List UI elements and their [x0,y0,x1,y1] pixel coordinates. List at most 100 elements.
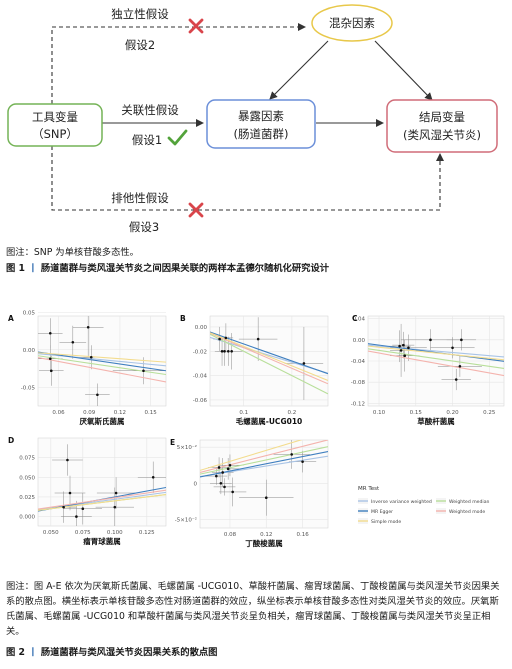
relevance-label: 关联性假设 [121,103,179,117]
data-point [399,349,403,352]
data-point [215,474,218,478]
legend-title: MR Test [358,486,380,492]
mr-regression-line [368,348,504,369]
y-tick-label: 0.05 [23,310,36,316]
confounder-node [311,4,393,42]
plot-area [37,437,167,527]
data-point [231,490,234,494]
data-point [50,369,53,373]
mr-regression-line [210,332,328,385]
mr-regression-line [200,446,328,475]
figure2-caption-separator: 丨 [28,647,38,658]
mr-regression-line [210,333,328,395]
x-axis-title: 草酸杆菌属 [417,416,455,426]
y-tick-label: 0.000 [19,515,35,521]
x-tick-label: 0.1 [239,410,248,416]
mr-regression-line [38,353,166,367]
plot-contents [368,323,504,391]
mr-regression-line [38,352,166,363]
plot-contents [210,317,328,400]
data-point [454,378,458,381]
data-point [48,357,52,361]
y-tick-label: 0.050 [19,475,35,481]
mr-regression-line [38,351,166,372]
data-point [228,463,232,467]
mr-regression-line [200,451,328,478]
x-tick-label: 0.12 [114,410,126,416]
data-point [89,355,93,359]
y-tick-label: -0.04 [193,374,208,380]
data-point [223,349,226,353]
legend-item-label: Simple mode [371,519,401,525]
y-tick-label: -0.12 [351,401,365,407]
exposure-subtitle: (肠道菌群) [234,127,289,141]
data-point [226,467,230,471]
mr-regression-line [200,440,328,473]
exclusion-edge [51,146,444,211]
mr-test-legend: MR Test Inverse variance weighted Weighted… [358,486,490,525]
figure2-caption: 图 2 丨 肠道菌群与类风湿关节炎因果关系的散点图 [6,646,506,660]
plot-area [199,439,329,529]
x-tick-label: 0.25 [483,410,496,416]
data-point [151,475,155,479]
data-point [62,505,65,509]
y-tick-label: -0.06 [193,398,208,404]
x-tick-label: 0.15 [410,410,423,416]
data-point [220,349,224,353]
plot-area [209,315,329,407]
x-tick-label: 0.15 [145,410,158,416]
x-axis-title: 毛螺菌属-UCG010 [236,416,303,426]
independence-edge [51,23,306,104]
plot-contents [200,440,328,516]
confounder-label: 混杂因素 [329,16,375,30]
legend-item-label: Weighted median [449,499,490,505]
panel-letter: C [352,314,358,323]
instrument-subtitle: （SNP） [32,127,78,141]
figure2-caption-text: 肠道菌群与类风湿关节炎因果关系的散点图 [40,647,218,658]
data-point [219,481,223,485]
x-tick-label: 0.20 [446,410,459,416]
data-point [218,337,221,341]
legend-item-label: Inverse variance weighted [371,499,432,505]
data-point [68,491,72,495]
figure1-caption-separator: 丨 [28,263,38,274]
instrument-node [7,103,103,147]
hypothesis1-label: 假设1 [132,133,162,147]
data-point [407,346,410,350]
panel-letter: E [170,438,175,447]
panel-letter: D [8,436,14,445]
x-tick-label: 0.2 [288,410,297,416]
data-point [48,331,52,335]
data-point [224,336,228,340]
hypothesis2-label: 假设2 [125,38,155,52]
y-tick-label: 0.025 [19,495,35,501]
panel-letter: B [180,314,186,323]
scatter-panel-e: 0.08 0.12 0.16 -5×10⁻² 0 5×10⁻²E 丁酸梭菌属 [170,438,329,548]
data-point [230,349,233,353]
y-tick-label: 5×10⁻² [177,444,197,451]
mr-regression-line [210,331,328,375]
y-tick-label: -0.08 [351,380,366,386]
data-point [113,505,117,509]
data-point [290,453,293,456]
x-tick-label: 0.050 [43,530,59,536]
y-tick-label: -0.05 [21,385,36,391]
x-axis-title: 厌氧斯氏菌属 [80,416,125,426]
y-tick-label: -0.02 [193,349,207,355]
data-point [227,349,230,353]
y-tick-label: -5×10⁻² [175,516,197,523]
x-axis-title: 丁酸梭菌属 [245,538,283,548]
cross-icon [188,18,204,34]
data-point [221,471,224,474]
hypothesis3-label: 假设3 [129,220,159,234]
cross-icon [188,202,204,218]
independence-label: 独立性假设 [111,7,169,21]
mr-regression-line [38,494,166,511]
mr-regression-line [368,345,504,361]
outcome-node [386,99,498,153]
panel-letter: A [8,314,14,323]
data-point [86,325,90,329]
data-point [66,458,69,462]
mr-regression-line [210,332,328,381]
data-point [223,485,226,489]
